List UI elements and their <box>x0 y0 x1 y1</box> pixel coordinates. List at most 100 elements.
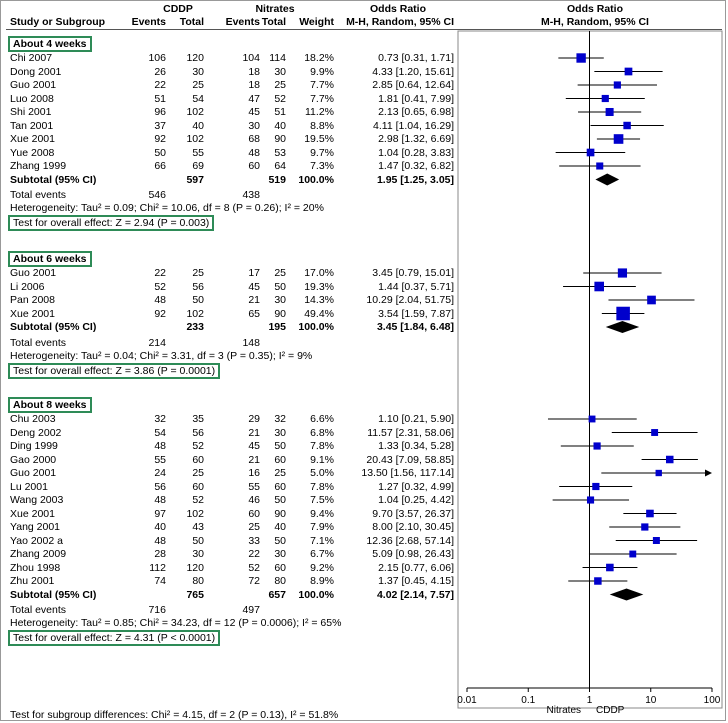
study-w: 6.6% <box>310 413 334 425</box>
study-box <box>616 306 630 321</box>
study-name: Li 2006 <box>10 280 45 293</box>
study-t1: 120 <box>186 561 204 574</box>
study-box <box>623 121 631 130</box>
study-ci: 12.36 [2.68, 57.14] <box>366 534 454 547</box>
study-ci: 3.45 [0.79, 15.01] <box>372 267 454 279</box>
subgroup-title: About 6 weeks <box>8 251 92 267</box>
study-ci: 1.44 [0.37, 5.71] <box>378 280 454 293</box>
study-w: 18.2% <box>304 52 334 64</box>
study-e1: 50 <box>154 146 166 159</box>
study-ci: 1.33 [0.34, 5.28] <box>378 440 454 452</box>
study-w: 9.2% <box>310 561 334 574</box>
study-t2: 90 <box>274 307 286 320</box>
study-name: Yao 2002 a <box>10 534 63 547</box>
study-ci: 10.29 [2.04, 51.75] <box>366 294 454 306</box>
study-ci: 1.27 [0.32, 4.99] <box>378 480 454 493</box>
subtotal-total-cddp: 765 <box>186 588 204 601</box>
study-e1: 48 <box>154 440 166 452</box>
study-ci: 2.13 [0.65, 6.98] <box>378 106 454 118</box>
study-t2: 60 <box>274 453 286 466</box>
study-e2: 46 <box>248 494 260 506</box>
study-box <box>624 67 633 76</box>
study-t1: 43 <box>192 521 204 533</box>
study-e1: 22 <box>154 79 166 91</box>
study-t2: 40 <box>274 521 286 533</box>
study-name: Chi 2007 <box>10 52 53 64</box>
study-t2: 25 <box>274 467 286 479</box>
study-e2: 22 <box>248 548 260 560</box>
favours-right-label: CDDP <box>596 705 625 716</box>
study-t1: 55 <box>192 146 204 159</box>
study-ci: 8.00 [2.10, 30.45] <box>372 521 454 533</box>
study-ci: 2.15 [0.77, 6.06] <box>378 561 454 574</box>
study-t2: 80 <box>274 575 286 587</box>
study-w: 8.9% <box>310 575 334 587</box>
study-name: Wang 2003 <box>10 494 64 506</box>
overall-effect-test: Test for overall effect: Z = 3.86 (P = 0… <box>8 362 221 379</box>
subtotal-weight: 100.0% <box>298 588 334 601</box>
study-w: 49.4% <box>304 307 334 320</box>
study-t2: 60 <box>274 480 286 493</box>
study-e1: 51 <box>154 92 166 105</box>
study-name: Zhou 1998 <box>10 561 61 574</box>
study-e2: 21 <box>248 453 260 466</box>
study-ci: 5.09 [0.98, 26.43] <box>372 548 454 560</box>
subtotal-ci: 3.45 [1.84, 6.48] <box>376 321 454 333</box>
study-w: 6.7% <box>310 548 334 560</box>
study-name: Guo 2001 <box>10 79 57 91</box>
study-e1: 92 <box>154 307 166 320</box>
header-method: M-H, Random, 95% CI <box>346 16 454 28</box>
study-e1: 28 <box>154 548 166 560</box>
header-total-cddp: Total <box>179 16 204 28</box>
study-ci: 13.50 [1.56, 117.14] <box>361 467 454 479</box>
study-t2: 50 <box>274 280 286 293</box>
study-e1: 112 <box>149 561 166 574</box>
study-w: 7.7% <box>310 79 334 91</box>
study-t2: 64 <box>274 160 286 172</box>
x-tick-label: 1 <box>587 695 593 706</box>
study-t2: 114 <box>269 52 286 64</box>
study-t1: 120 <box>186 52 204 64</box>
study-w: 7.9% <box>310 521 334 533</box>
study-e2: 16 <box>248 467 260 479</box>
header-odds-ratio-plot: Odds Ratio <box>566 3 623 15</box>
study-e1: 66 <box>154 160 166 172</box>
subgroup-title: About 8 weeks <box>8 397 92 413</box>
study-e2: 47 <box>248 92 260 105</box>
study-ci: 4.11 [1.04, 16.29] <box>373 119 454 132</box>
study-e1: 24 <box>154 467 166 479</box>
study-w: 11.2% <box>305 106 334 118</box>
x-tick-label: 10 <box>645 695 657 706</box>
study-box <box>646 509 654 518</box>
study-box <box>593 442 601 450</box>
study-t1: 30 <box>192 65 204 78</box>
study-e2: 52 <box>248 561 260 574</box>
study-w: 9.4% <box>310 507 334 520</box>
study-e1: 37 <box>154 119 166 132</box>
study-name: Lu 2001 <box>10 480 48 493</box>
study-w: 5.0% <box>310 467 334 479</box>
study-t1: 50 <box>192 294 204 306</box>
study-t2: 25 <box>274 267 286 279</box>
study-box <box>576 53 586 63</box>
study-e1: 40 <box>154 521 166 533</box>
study-ci: 1.47 [0.32, 6.82] <box>378 160 454 172</box>
study-t1: 50 <box>192 534 204 547</box>
study-e2: 72 <box>248 575 260 587</box>
study-t2: 50 <box>274 534 286 547</box>
x-tick-label: 0.1 <box>521 695 535 706</box>
study-e1: 48 <box>154 534 166 547</box>
study-name: Deng 2002 <box>10 426 62 439</box>
study-e2: 18 <box>248 65 260 78</box>
heterogeneity-text: Heterogeneity: Tau² = 0.04; Chi² = 3.31,… <box>10 349 313 362</box>
study-t1: 40 <box>192 119 204 132</box>
study-e1: 48 <box>154 294 166 306</box>
study-box <box>605 107 614 117</box>
study-w: 19.3% <box>304 280 334 293</box>
overall-effect-test: Test for overall effect: Z = 4.31 (P < 0… <box>8 630 221 646</box>
study-t1: 25 <box>192 79 204 91</box>
header-odds-ratio: Odds Ratio <box>369 3 426 15</box>
study-name: Chu 2003 <box>10 413 56 425</box>
study-w: 8.8% <box>310 119 334 132</box>
study-box <box>647 295 656 305</box>
